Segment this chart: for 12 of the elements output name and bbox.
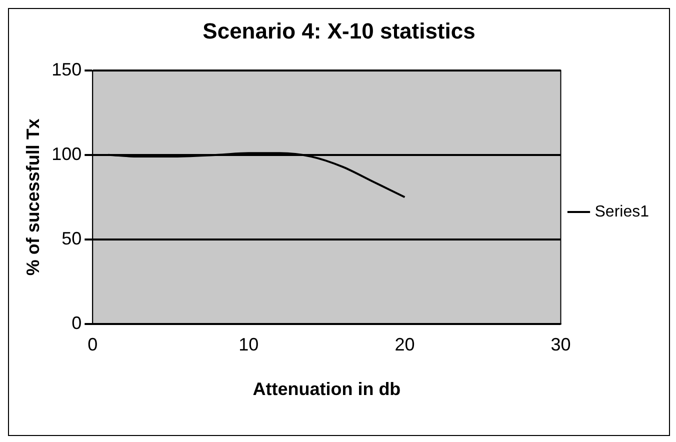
y-tick-label: 0 bbox=[72, 312, 82, 333]
chart-title: Scenario 4: X-10 statistics bbox=[202, 18, 476, 44]
y-tick-label: 50 bbox=[62, 228, 82, 248]
legend-label: Series1 bbox=[594, 203, 650, 220]
y-axis-title: % of sucessfull Tx bbox=[22, 118, 43, 276]
x-axis-title: Attenuation in db bbox=[252, 379, 401, 400]
y-tick-label: 150 bbox=[52, 59, 82, 80]
x-tick-label: 30 bbox=[550, 334, 571, 355]
x-tick-label: 0 bbox=[88, 334, 98, 355]
x-tick-label: 10 bbox=[238, 334, 259, 355]
y-tick-label: 100 bbox=[52, 144, 82, 164]
x-tick-label: 20 bbox=[394, 334, 415, 355]
